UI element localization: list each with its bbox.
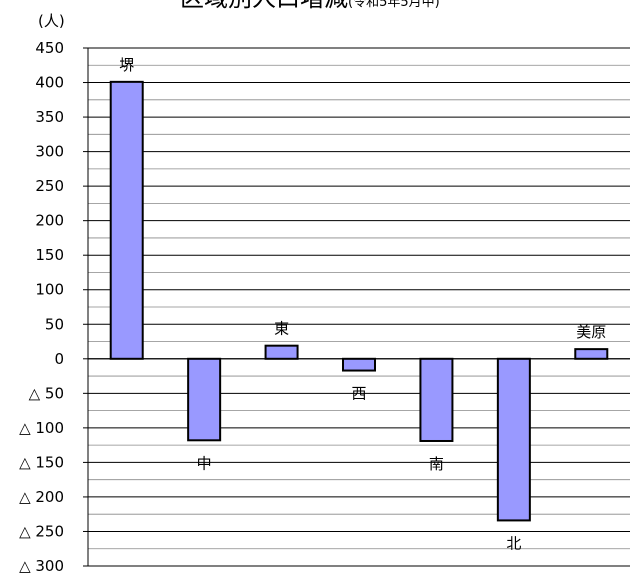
y-tick-label: 450	[35, 39, 64, 57]
bar-label-2: 東	[274, 320, 289, 338]
y-tick-label: 250	[35, 177, 64, 195]
bar-5	[496, 357, 531, 522]
chart-title-note: (令和5年5月中)	[348, 0, 440, 10]
bar-label-0: 堺	[119, 56, 134, 74]
grid-lines	[88, 47, 630, 567]
bar-2	[264, 344, 299, 360]
bar-0	[109, 80, 144, 360]
y-tick-label: △ 200	[19, 488, 64, 506]
bar-1	[187, 357, 222, 442]
y-tick-label: △ 250	[19, 522, 64, 540]
y-tick-label: △ 100	[19, 419, 64, 437]
bar-label-4: 南	[429, 455, 444, 473]
bar-label-6: 美原	[576, 323, 606, 341]
y-tick-label: △ 50	[29, 384, 64, 402]
y-tick-label: 50	[45, 315, 64, 333]
y-tick-label: 100	[35, 281, 64, 299]
y-tick-label: 300	[35, 143, 64, 161]
y-tick-label: 200	[35, 212, 64, 230]
y-tick-label: 400	[35, 74, 64, 92]
y-tick-labels: 450 400 350 300 250 200 150 100 50 0 △ 50 △ 100 △ 15…	[19, 39, 64, 574]
bars	[109, 80, 609, 522]
y-axis-unit: (人)	[38, 12, 65, 30]
bar-3	[342, 357, 376, 372]
bar-6	[574, 348, 609, 360]
y-tick-label: 350	[35, 108, 64, 126]
y-tick-label: △ 300	[19, 557, 64, 574]
bar-4	[419, 357, 454, 442]
y-tick-label: 0	[54, 350, 64, 368]
bar-label-1: 中	[197, 454, 212, 472]
y-tick-label: △ 150	[19, 453, 64, 471]
y-tick-label: 150	[35, 246, 64, 264]
chart-title: 区域別人口増減(令和5年5月中)	[180, 0, 440, 12]
chart-title-main: 区域別人口増減	[180, 0, 348, 12]
bar-label-3: 西	[351, 385, 366, 403]
bar-label-5: 北	[506, 534, 521, 552]
